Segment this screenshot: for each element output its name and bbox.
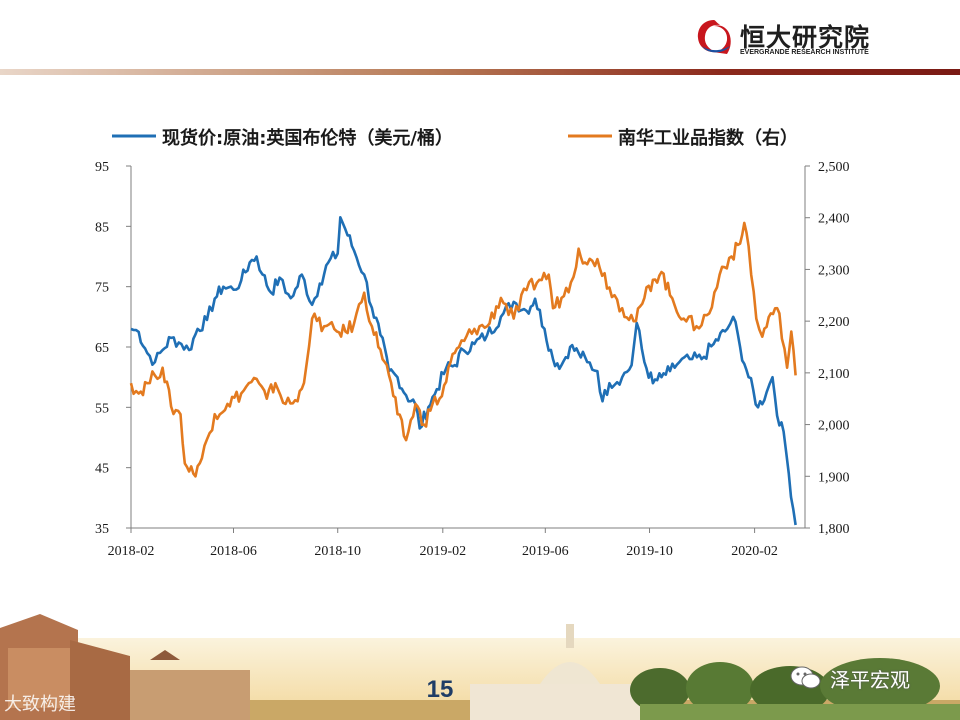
evergrande-logo-icon [697, 20, 731, 54]
y-right-tick-label: 2,300 [818, 263, 850, 278]
x-tick-label: 2018-06 [210, 544, 257, 559]
legend-label-nanhua: 南华工业品指数（右） [618, 127, 798, 149]
y-right-tick-label: 2,200 [818, 315, 850, 330]
x-tick-label: 2020-02 [731, 544, 778, 559]
y-right-tick-label: 2,400 [818, 212, 850, 227]
nanhua-industrial-index-line [129, 221, 797, 478]
chart-legend: 现货价:原油:英国布伦特（美元/桶） 南华工业品指数（右） [112, 127, 798, 149]
wechat-icon [790, 666, 821, 689]
y-left-tick-label: 95 [95, 160, 109, 175]
y-right-tick-label: 1,800 [818, 522, 850, 537]
chart-axes: 35 45 55 65 75 85 95 1,800 1,900 2,000 2,100 2,200 2… [95, 160, 850, 559]
y-left-tick-label: 55 [95, 401, 109, 416]
y-right-tick-label: 2,500 [818, 160, 850, 175]
x-tick-label: 2018-10 [314, 544, 361, 559]
y-left-tick-label: 35 [95, 522, 109, 537]
y-right-tick-label: 2,100 [818, 367, 850, 382]
y-right-tick-label: 2,000 [818, 419, 850, 434]
y-left-tick-label: 85 [95, 220, 109, 235]
logo-chinese-text: 恒大研究院 [740, 23, 871, 52]
y-right-tick-label: 1,900 [818, 470, 850, 485]
footer-banner [0, 614, 960, 720]
page-number: 15 [426, 676, 454, 703]
y-left-tick-label: 75 [95, 281, 109, 296]
y-left-tick-label: 65 [95, 341, 109, 356]
x-tick-label: 2019-10 [626, 544, 673, 559]
legend-label-brent: 现货价:原油:英国布伦特（美元/桶） [162, 127, 453, 149]
brent-crude-line [130, 216, 797, 526]
y-left-tick-label: 45 [95, 462, 109, 477]
header-divider [0, 69, 960, 75]
x-tick-label: 2019-02 [419, 544, 466, 559]
watermark-right: 泽平宏观 [830, 668, 910, 692]
watermark-left: 大致构建 [4, 694, 76, 715]
x-tick-label: 2019-06 [522, 544, 569, 559]
x-tick-label: 2018-02 [108, 544, 155, 559]
chart-series [129, 216, 797, 526]
evergrande-logo: 恒大研究院 EVERGRANDE RESEARCH INSTITUTE [694, 14, 894, 62]
logo-english-text: EVERGRANDE RESEARCH INSTITUTE [740, 49, 869, 56]
